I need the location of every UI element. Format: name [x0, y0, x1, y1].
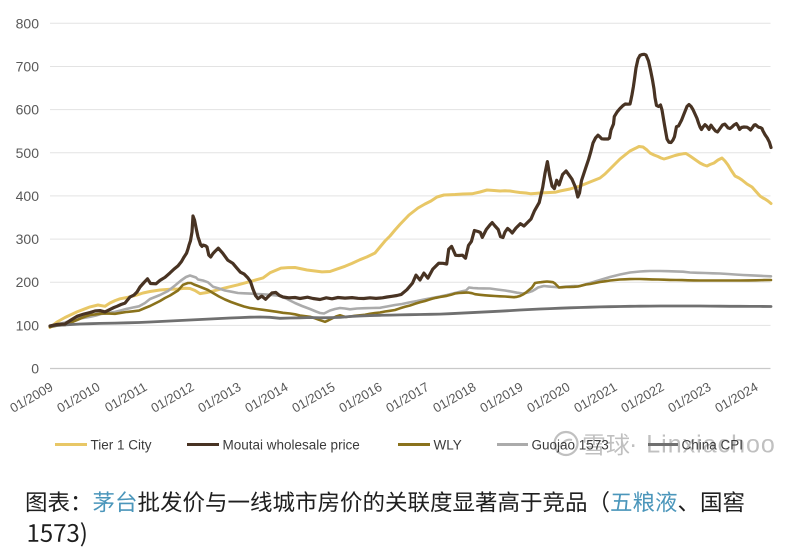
svg-text:China CPI: China CPI: [682, 437, 744, 452]
svg-text:01/2023: 01/2023: [665, 379, 713, 415]
svg-text:01/2015: 01/2015: [289, 379, 337, 415]
svg-text:01/2016: 01/2016: [336, 379, 384, 415]
svg-text:400: 400: [16, 188, 40, 204]
svg-text:01/2022: 01/2022: [618, 379, 666, 415]
svg-text:01/2009: 01/2009: [7, 379, 55, 415]
svg-text:WLY: WLY: [434, 437, 462, 452]
svg-text:01/2017: 01/2017: [383, 379, 431, 415]
svg-text:01/2011: 01/2011: [102, 379, 149, 415]
svg-text:01/2021: 01/2021: [571, 379, 619, 415]
svg-text:01/2020: 01/2020: [524, 379, 572, 415]
svg-text:300: 300: [16, 231, 40, 247]
svg-text:800: 800: [16, 15, 40, 31]
svg-text:500: 500: [16, 145, 40, 161]
svg-text:01/2010: 01/2010: [54, 379, 102, 415]
svg-text:01/2014: 01/2014: [242, 379, 290, 415]
svg-text:200: 200: [16, 274, 40, 290]
svg-text:Tier 1 City: Tier 1 City: [91, 437, 152, 452]
svg-text:01/2013: 01/2013: [195, 379, 243, 415]
svg-text:01/2012: 01/2012: [148, 379, 196, 415]
svg-text:Guojao 1573: Guojao 1573: [532, 437, 609, 452]
svg-text:01/2024: 01/2024: [712, 379, 760, 415]
svg-text:100: 100: [16, 317, 40, 333]
svg-text:Moutai wholesale price: Moutai wholesale price: [223, 437, 360, 452]
svg-text:01/2019: 01/2019: [477, 379, 525, 415]
svg-text:0: 0: [31, 361, 39, 377]
svg-text:700: 700: [16, 59, 40, 75]
svg-text:01/2018: 01/2018: [430, 379, 478, 415]
svg-text:600: 600: [16, 102, 40, 118]
